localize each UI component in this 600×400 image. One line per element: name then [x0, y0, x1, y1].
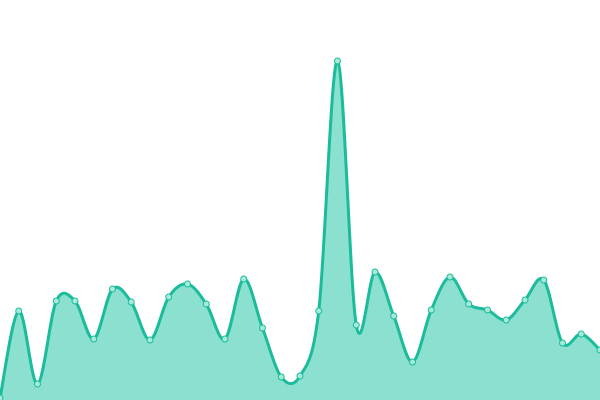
data-point-12 — [221, 335, 229, 343]
data-markers — [0, 57, 600, 400]
data-point-20 — [371, 268, 379, 276]
data-point-6 — [109, 285, 116, 293]
data-point-9 — [165, 293, 173, 301]
data-point-29 — [540, 276, 548, 284]
data-point-31 — [577, 330, 585, 338]
data-point-1 — [15, 307, 23, 315]
data-point-17 — [315, 307, 323, 315]
data-point-25 — [465, 300, 473, 308]
data-point-27 — [502, 316, 510, 324]
data-point-10 — [184, 280, 191, 288]
data-point-3 — [52, 297, 60, 305]
data-point-23 — [427, 306, 435, 314]
data-point-16 — [296, 372, 304, 380]
data-point-26 — [484, 306, 491, 314]
data-point-15 — [277, 373, 285, 381]
area-fill — [0, 60, 600, 400]
data-point-7 — [127, 298, 135, 306]
data-point-24 — [446, 273, 454, 281]
data-point-22 — [409, 358, 416, 366]
data-point-5 — [90, 335, 98, 343]
data-point-32 — [596, 346, 600, 354]
data-point-2 — [34, 380, 41, 388]
data-point-30 — [559, 339, 566, 347]
data-point-21 — [390, 312, 398, 320]
data-point-0 — [0, 394, 4, 400]
series-line — [0, 59, 600, 399]
data-point-8 — [146, 336, 154, 344]
data-point-19 — [352, 321, 360, 329]
data-point-28 — [521, 296, 529, 304]
data-point-11 — [202, 300, 210, 308]
data-point-14 — [259, 324, 266, 332]
data-point-18 — [334, 57, 341, 65]
data-point-13 — [240, 275, 248, 283]
data-point-4 — [71, 297, 79, 305]
